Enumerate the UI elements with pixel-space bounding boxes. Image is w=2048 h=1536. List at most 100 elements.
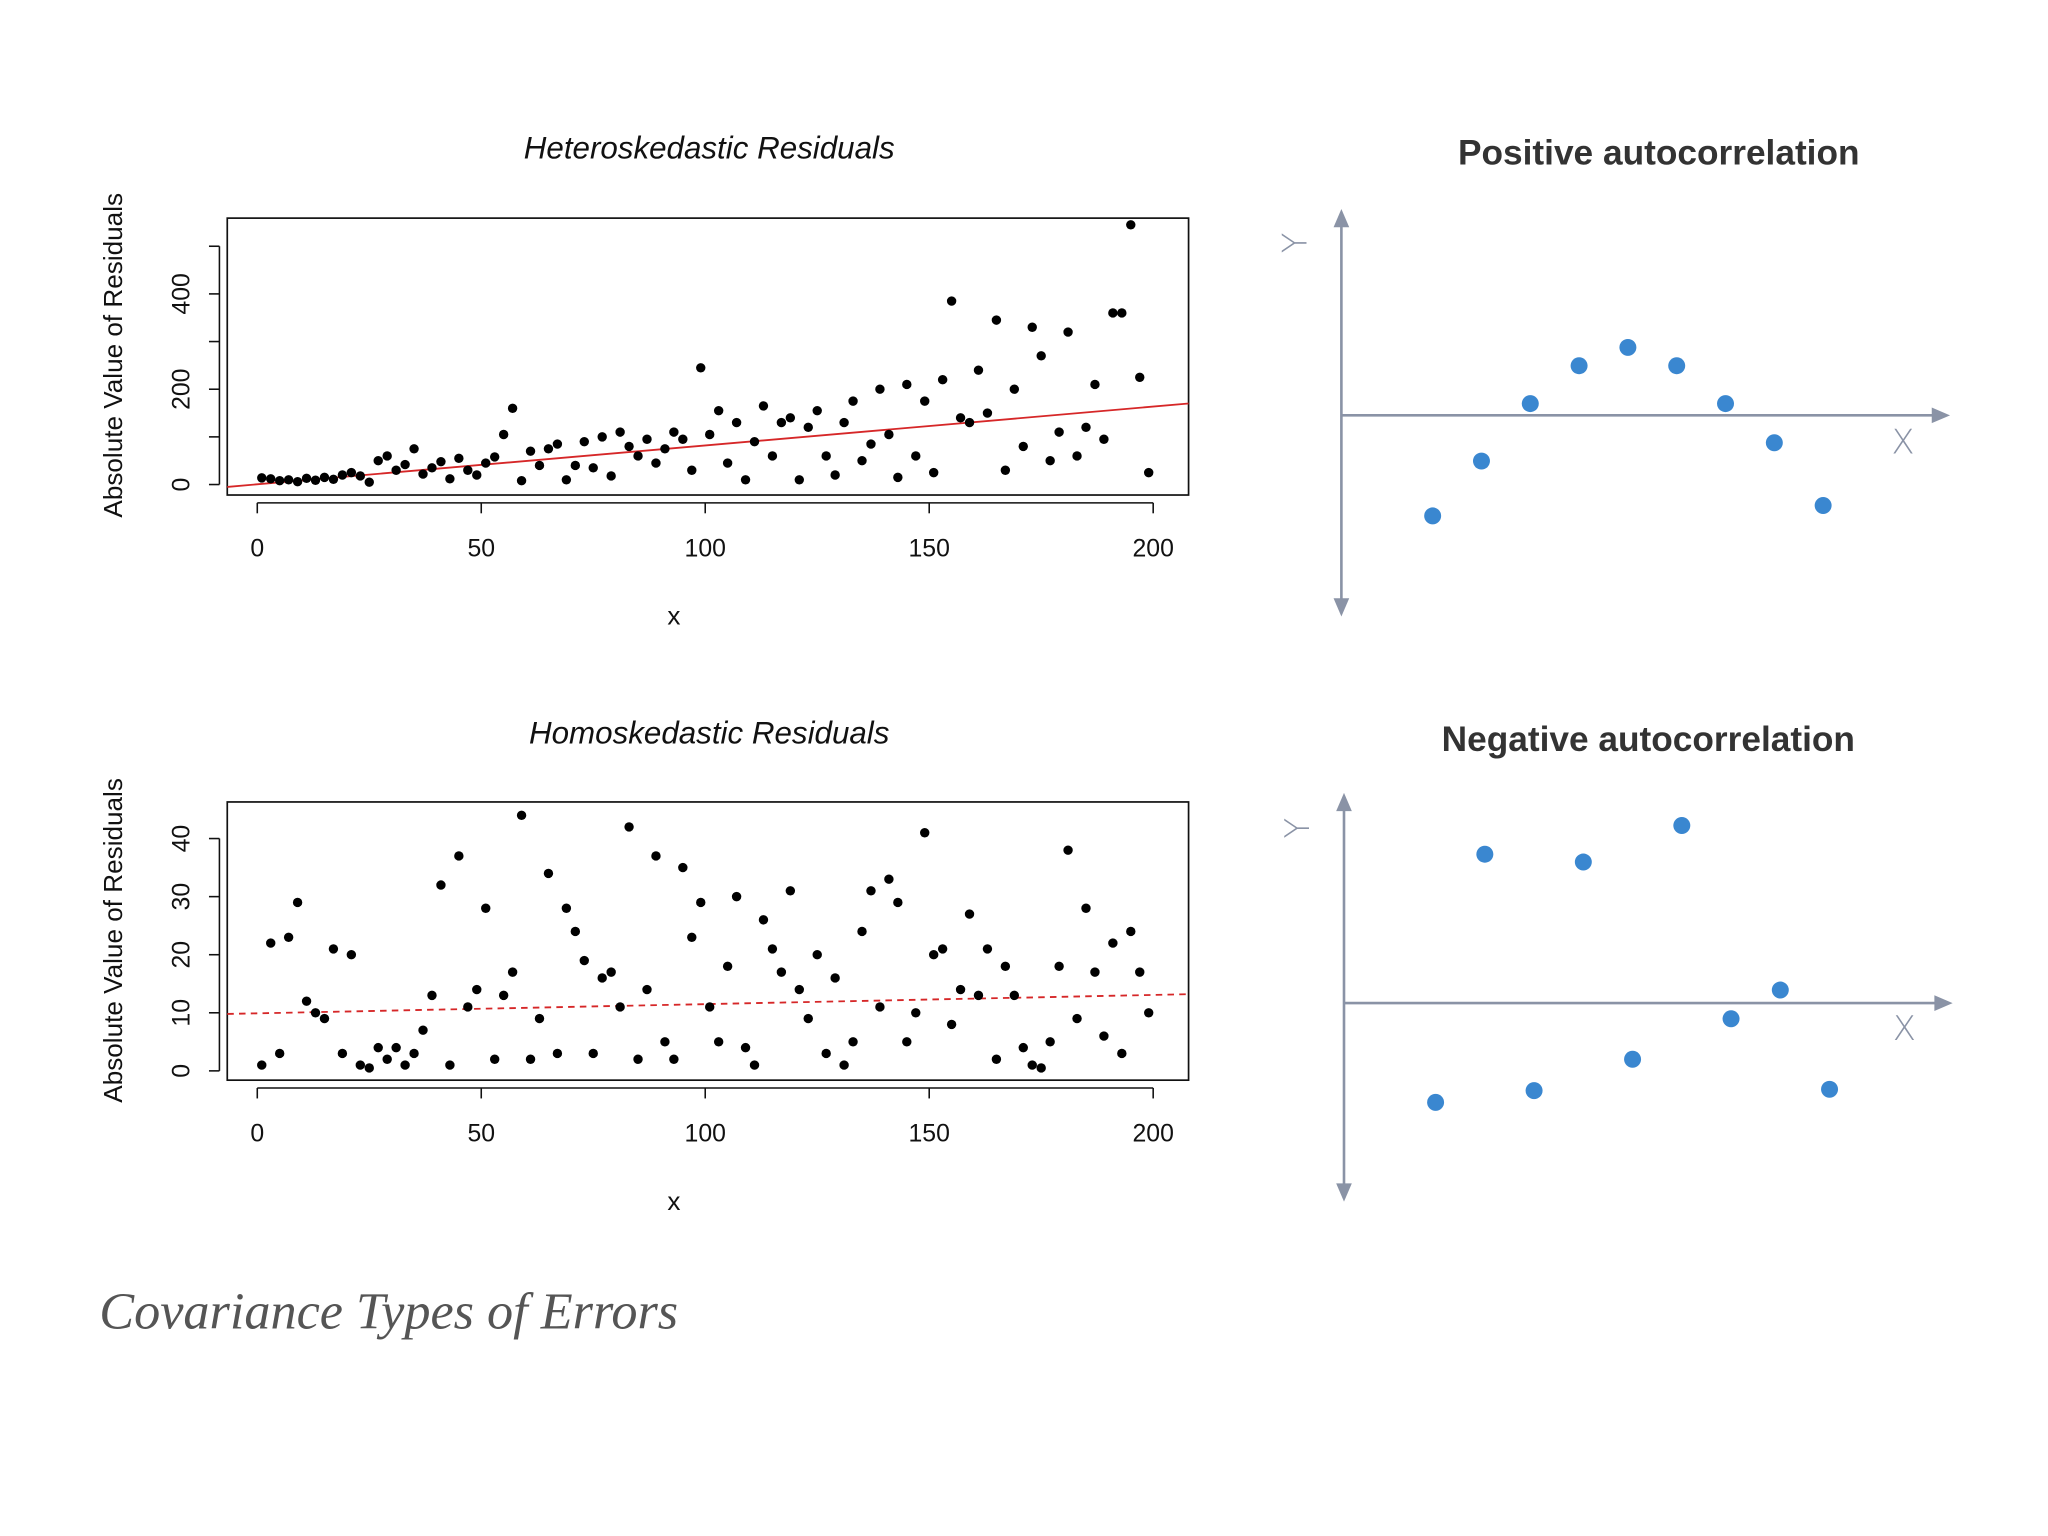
point: [301, 996, 312, 1006]
x-tick-label: 200: [1132, 1121, 1173, 1148]
point: [328, 944, 339, 954]
point: [767, 944, 778, 954]
point: [1717, 395, 1735, 413]
x-axis-label: X: [1893, 1009, 1916, 1049]
point: [579, 955, 589, 966]
point: [328, 474, 339, 484]
point: [669, 427, 679, 437]
point: [516, 810, 527, 821]
point: [812, 405, 822, 416]
point: [920, 396, 930, 406]
point: [946, 1019, 957, 1030]
point: [481, 903, 491, 913]
point: [1126, 220, 1136, 230]
x-tick-label: 0: [250, 535, 264, 562]
y-tick-label: 200: [168, 369, 195, 410]
y-tick-label: 40: [168, 825, 195, 853]
point: [1000, 465, 1011, 475]
arrow-head: [1934, 995, 1953, 1011]
point: [373, 1042, 383, 1053]
point: [606, 471, 616, 481]
point: [1117, 308, 1127, 318]
point: [570, 460, 581, 471]
point: [1424, 507, 1442, 525]
point: [301, 473, 312, 484]
point: [1027, 1060, 1037, 1070]
point: [292, 897, 303, 908]
point: [1081, 903, 1091, 913]
y-tick-label: 0: [168, 1064, 195, 1078]
point: [839, 417, 849, 428]
point: [283, 932, 294, 942]
point: [785, 886, 796, 896]
point: [911, 1008, 921, 1018]
point: [1771, 981, 1789, 999]
point: [445, 474, 455, 484]
point: [525, 1054, 536, 1064]
point: [436, 456, 446, 467]
point: [669, 1054, 679, 1064]
point: [928, 950, 939, 960]
point: [911, 451, 921, 461]
arrow-head: [1931, 407, 1951, 424]
caption: Covariance Types of Errors: [99, 1283, 678, 1341]
point: [991, 315, 1002, 325]
point: [1063, 327, 1073, 337]
point: [570, 926, 581, 937]
point: [642, 984, 652, 995]
x-axis-label: x: [667, 1186, 680, 1216]
point: [1117, 1048, 1127, 1059]
point: [588, 463, 598, 473]
point: [740, 475, 751, 485]
y-axis-label: Absolute Value of Residuals: [98, 778, 128, 1103]
x-axis-label: X: [1891, 423, 1914, 463]
point: [713, 405, 724, 416]
point: [848, 396, 858, 406]
point: [310, 475, 321, 485]
point: [964, 417, 975, 428]
point: [1090, 967, 1100, 977]
point: [776, 967, 787, 977]
point: [445, 1060, 455, 1070]
point: [731, 417, 742, 428]
point: [1072, 1013, 1082, 1024]
point: [561, 475, 572, 485]
point: [624, 822, 634, 832]
point: [991, 1054, 1002, 1064]
point: [409, 444, 419, 454]
point: [964, 909, 975, 919]
point: [507, 967, 518, 977]
point: [1090, 379, 1100, 390]
point: [498, 990, 509, 1001]
point: [1027, 322, 1037, 332]
point: [1099, 434, 1109, 444]
arrow-head: [1333, 598, 1350, 617]
x-tick-label: 200: [1132, 535, 1173, 562]
point: [1000, 961, 1011, 972]
point: [346, 950, 357, 960]
point: [902, 379, 912, 390]
point: [973, 365, 984, 375]
point: [920, 828, 930, 838]
point: [866, 439, 876, 449]
point: [857, 926, 867, 937]
point: [355, 471, 366, 481]
y-axis-label: Absolute Value of Residuals: [98, 193, 128, 518]
point: [257, 1060, 267, 1070]
point: [678, 862, 688, 873]
point: [902, 1037, 912, 1047]
point: [427, 990, 437, 1001]
point: [1472, 452, 1490, 470]
point: [1624, 1050, 1642, 1068]
point: [543, 868, 554, 879]
point: [319, 1013, 330, 1024]
point: [1525, 1082, 1543, 1100]
point: [1427, 1093, 1445, 1111]
point: [454, 851, 464, 861]
point: [1570, 357, 1588, 375]
plot-frame: [226, 217, 1190, 496]
arrow-head: [1333, 208, 1350, 228]
point: [266, 938, 276, 948]
point: [749, 436, 760, 447]
point: [633, 451, 643, 461]
